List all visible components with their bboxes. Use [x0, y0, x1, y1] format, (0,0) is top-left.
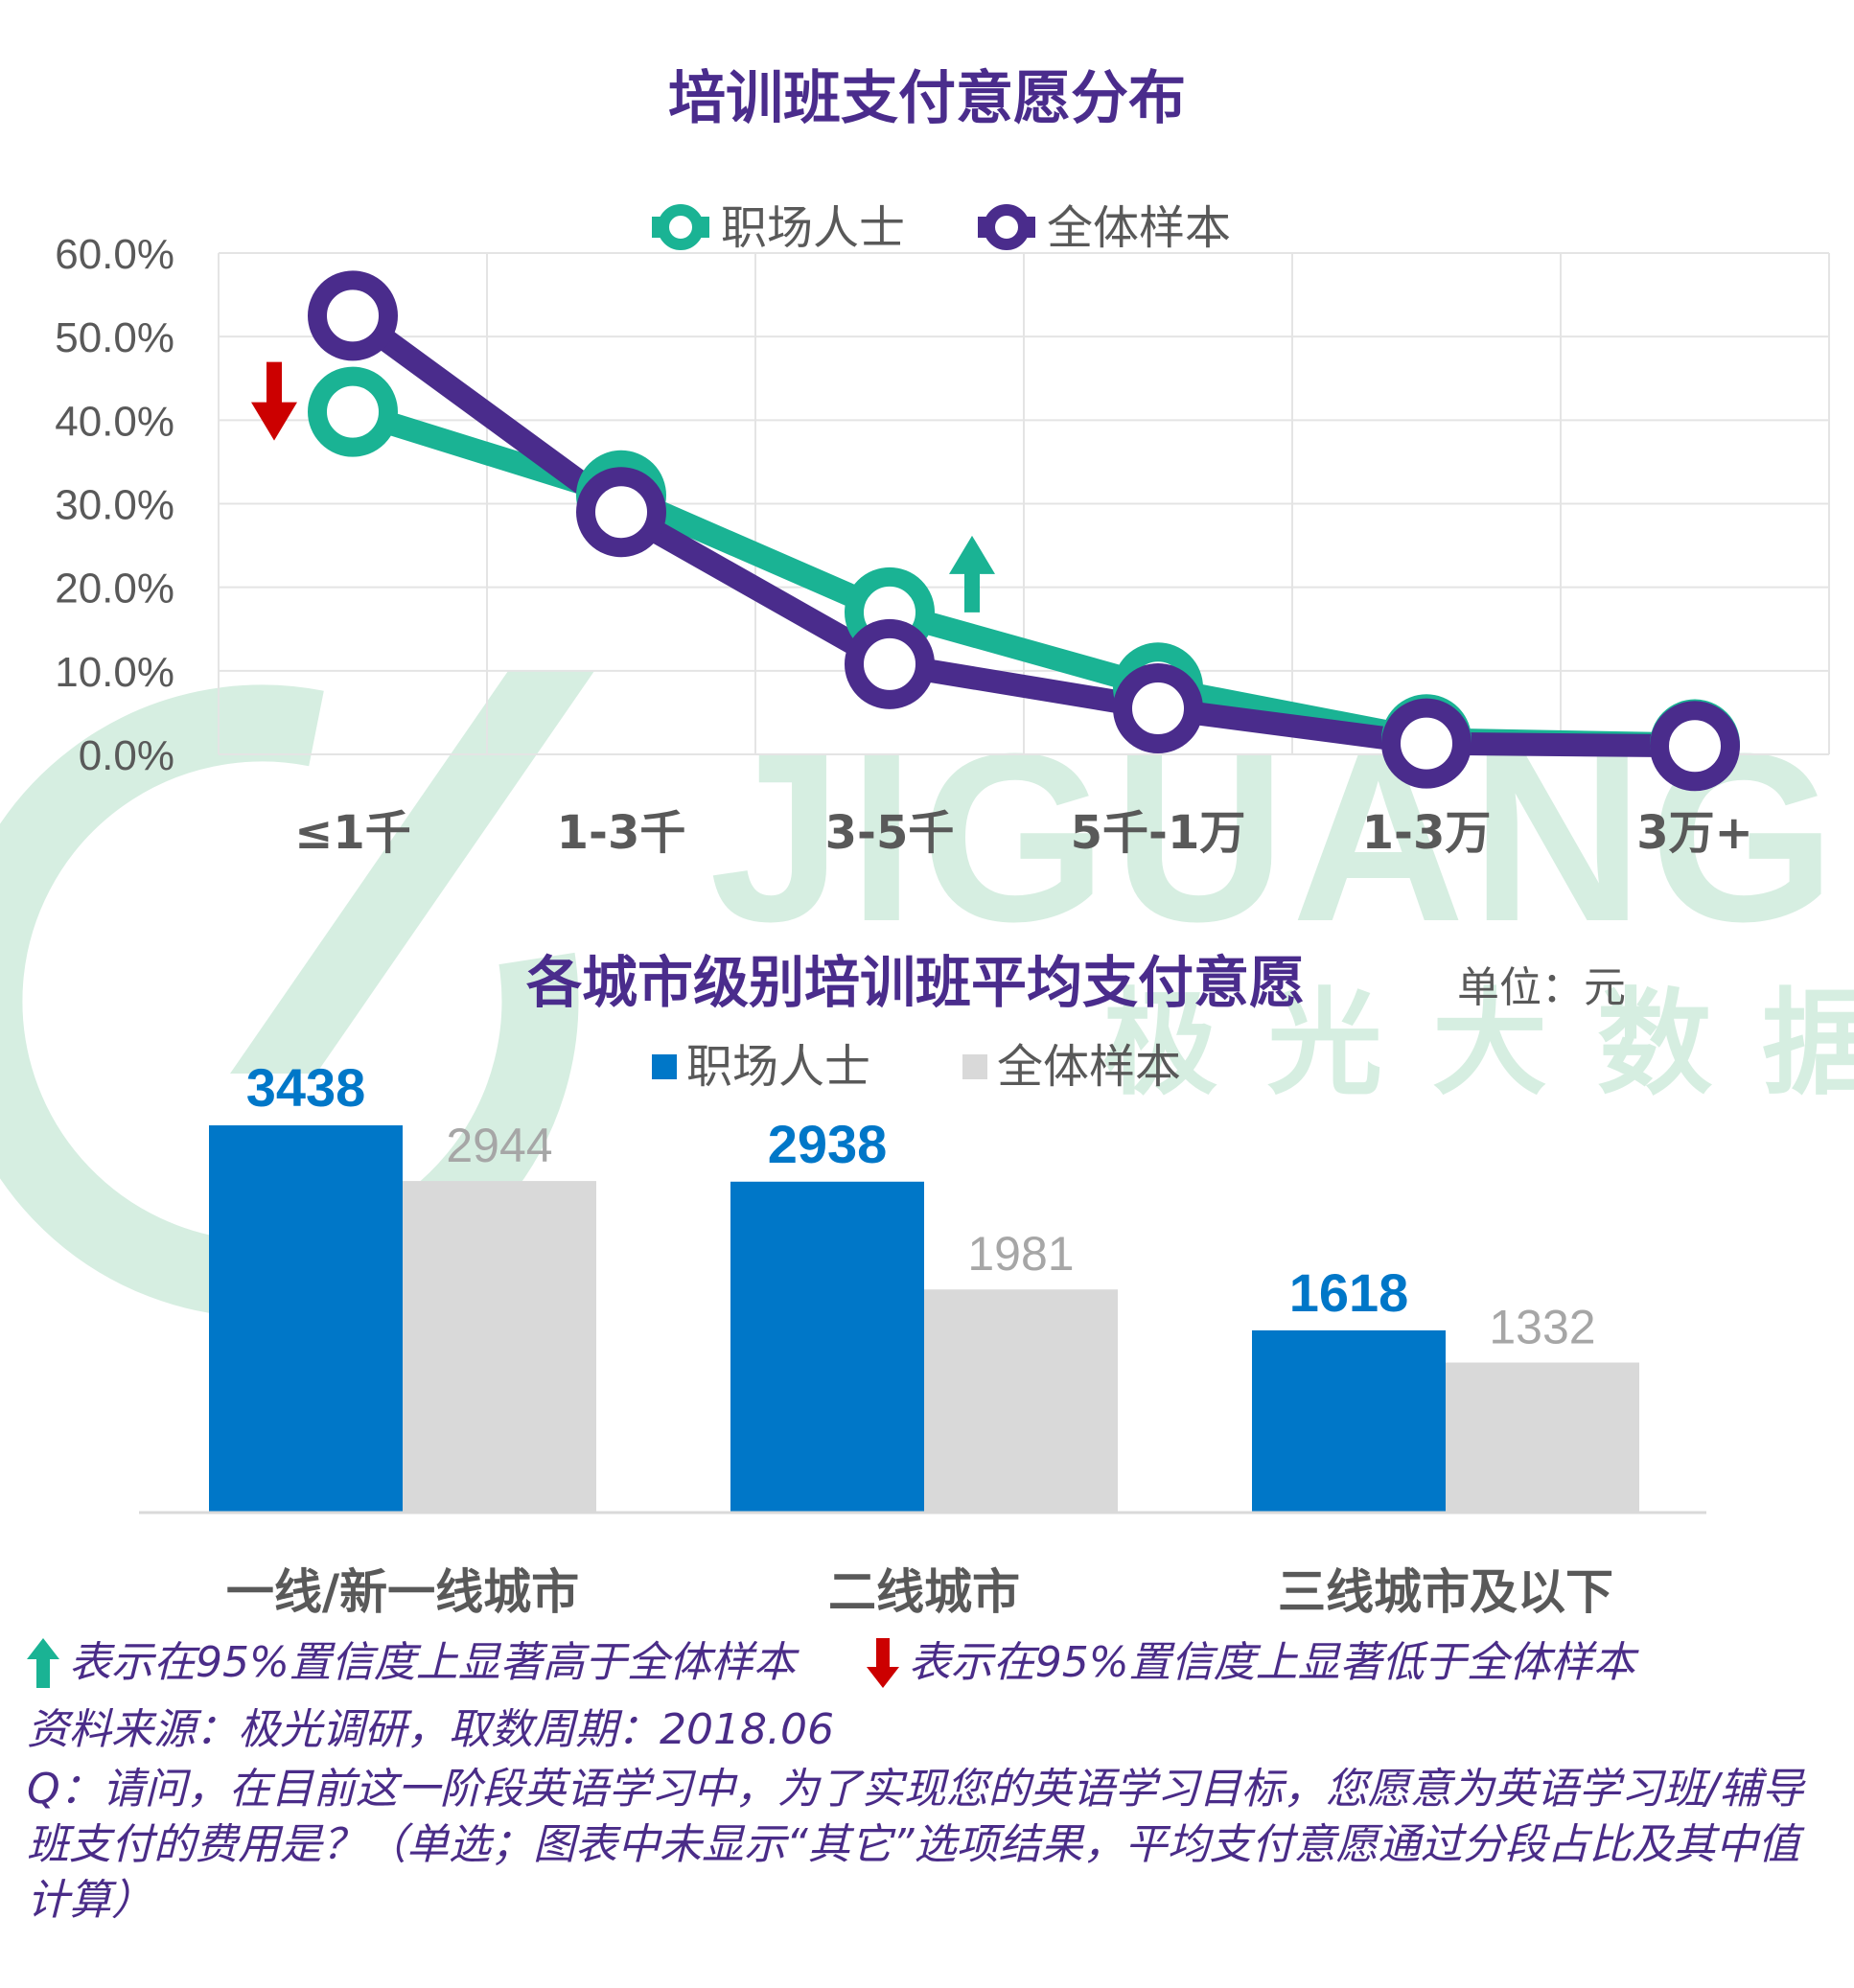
line-chart-series — [308, 270, 1740, 792]
bar-category-label: 二线城市 — [828, 1564, 1020, 1620]
bar-all — [924, 1289, 1118, 1513]
line-chart-title: 培训班支付意愿分布 — [668, 65, 1186, 132]
watermark-subtext: 极光大数据 — [1102, 978, 1854, 1111]
down-arrow-icon — [251, 361, 297, 441]
data-point-all — [308, 270, 398, 361]
y-tick-label: 10.0% — [55, 649, 174, 696]
x-tick-label: 3万+ — [1636, 806, 1753, 860]
y-tick-label: 30.0% — [55, 482, 174, 529]
data-point-all — [1113, 663, 1203, 754]
source-text: 资料来源：极光调研，取数周期：2018.06 — [27, 1705, 834, 1754]
y-tick-label: 40.0% — [55, 398, 174, 445]
legend-label-all: 全体样本 — [1047, 201, 1231, 255]
x-tick-label: 1-3万 — [1362, 806, 1492, 860]
bar-chart-bars: 3438 2944 2938 1981 1618 1332 — [209, 1057, 1639, 1513]
bar-professional — [209, 1125, 403, 1513]
bar-all — [1446, 1362, 1639, 1513]
bar-professional — [1252, 1329, 1446, 1513]
data-point-professional — [308, 366, 398, 457]
bar-chart-title: 各城市级别培训班平均支付意愿 — [526, 950, 1305, 1015]
legend-swatch-all — [962, 1054, 987, 1079]
up-arrow-icon — [27, 1638, 59, 1688]
watermark-ring — [0, 684, 579, 1318]
bar-chart-legend: 职场人士 全体样本 — [652, 1040, 1181, 1094]
line-chart-y-ticks: 60.0% 50.0% 40.0% 30.0% 20.0% 10.0% 0.0% — [55, 231, 174, 779]
line-chart-grid — [218, 252, 1830, 755]
y-tick-label: 50.0% — [55, 314, 174, 361]
footer: 表示在95%置信度上显著高于全体样本 表示在95%置信度上显著低于全体样本 资料… — [27, 1635, 1829, 1929]
x-tick-label: 1-3千 — [557, 806, 686, 860]
question-text: Q：请问，在目前这一阶段英语学习中，为了实现您的英语学习目标，您愿意为英语学习班… — [27, 1765, 1804, 1925]
note-higher-text: 表示在95%置信度上显著高于全体样本 — [69, 1638, 796, 1687]
legend-swatch-professional — [652, 1054, 677, 1079]
bar-value-label-all: 2944 — [446, 1119, 552, 1172]
legend-marker-professional — [658, 204, 704, 250]
line-chart-legend: 职场人士 全体样本 — [652, 201, 1231, 255]
x-tick-label: 3-5千 — [825, 806, 955, 860]
bar-all — [403, 1181, 596, 1513]
line-chart-x-ticks: ≤1千 1-3千 3-5千 5千-1万 1-3万 3万+ — [294, 806, 1753, 860]
bar-value-label-professional: 2938 — [768, 1114, 888, 1174]
note-lower-text: 表示在95%置信度上显著低于全体样本 — [908, 1638, 1635, 1687]
x-tick-label: 5千-1万 — [1071, 806, 1246, 860]
bar-chart-unit: 单位：元 — [1457, 963, 1626, 1012]
up-arrow-icon — [949, 535, 995, 613]
bar-legend-label-professional: 职场人士 — [686, 1040, 870, 1094]
bar-category-label: 一线/新一线城市 — [226, 1564, 579, 1620]
bar-value-label-all: 1981 — [967, 1227, 1074, 1281]
y-tick-label: 0.0% — [79, 732, 174, 779]
down-arrow-icon — [866, 1638, 899, 1688]
bar-chart-x-ticks: 一线/新一线城市 二线城市 三线城市及以下 — [226, 1564, 1613, 1620]
data-point-all — [576, 467, 666, 558]
data-point-all — [1381, 698, 1472, 789]
legend-label-professional: 职场人士 — [721, 201, 905, 255]
bar-value-label-professional: 1618 — [1289, 1262, 1409, 1323]
bar-value-label-professional: 3438 — [246, 1057, 366, 1118]
note-lower: 表示在95%置信度上显著低于全体样本 — [866, 1635, 1635, 1691]
data-point-all — [1650, 701, 1740, 792]
bar-professional — [730, 1181, 924, 1513]
x-tick-label: ≤1千 — [294, 806, 411, 860]
bar-category-label: 三线城市及以下 — [1278, 1564, 1613, 1620]
line-chart-annotations — [251, 361, 995, 613]
watermark-slash — [230, 671, 594, 1074]
legend-marker-all — [984, 204, 1030, 250]
bar-value-label-all: 1332 — [1489, 1300, 1595, 1353]
data-point-all — [845, 618, 935, 709]
note-higher: 表示在95%置信度上显著高于全体样本 — [27, 1635, 796, 1691]
bar-legend-label-all: 全体样本 — [997, 1040, 1181, 1094]
y-tick-label: 20.0% — [55, 566, 174, 613]
y-tick-label: 60.0% — [55, 231, 174, 278]
significance-notes: 表示在95%置信度上显著高于全体样本 表示在95%置信度上显著低于全体样本 — [27, 1635, 1829, 1702]
